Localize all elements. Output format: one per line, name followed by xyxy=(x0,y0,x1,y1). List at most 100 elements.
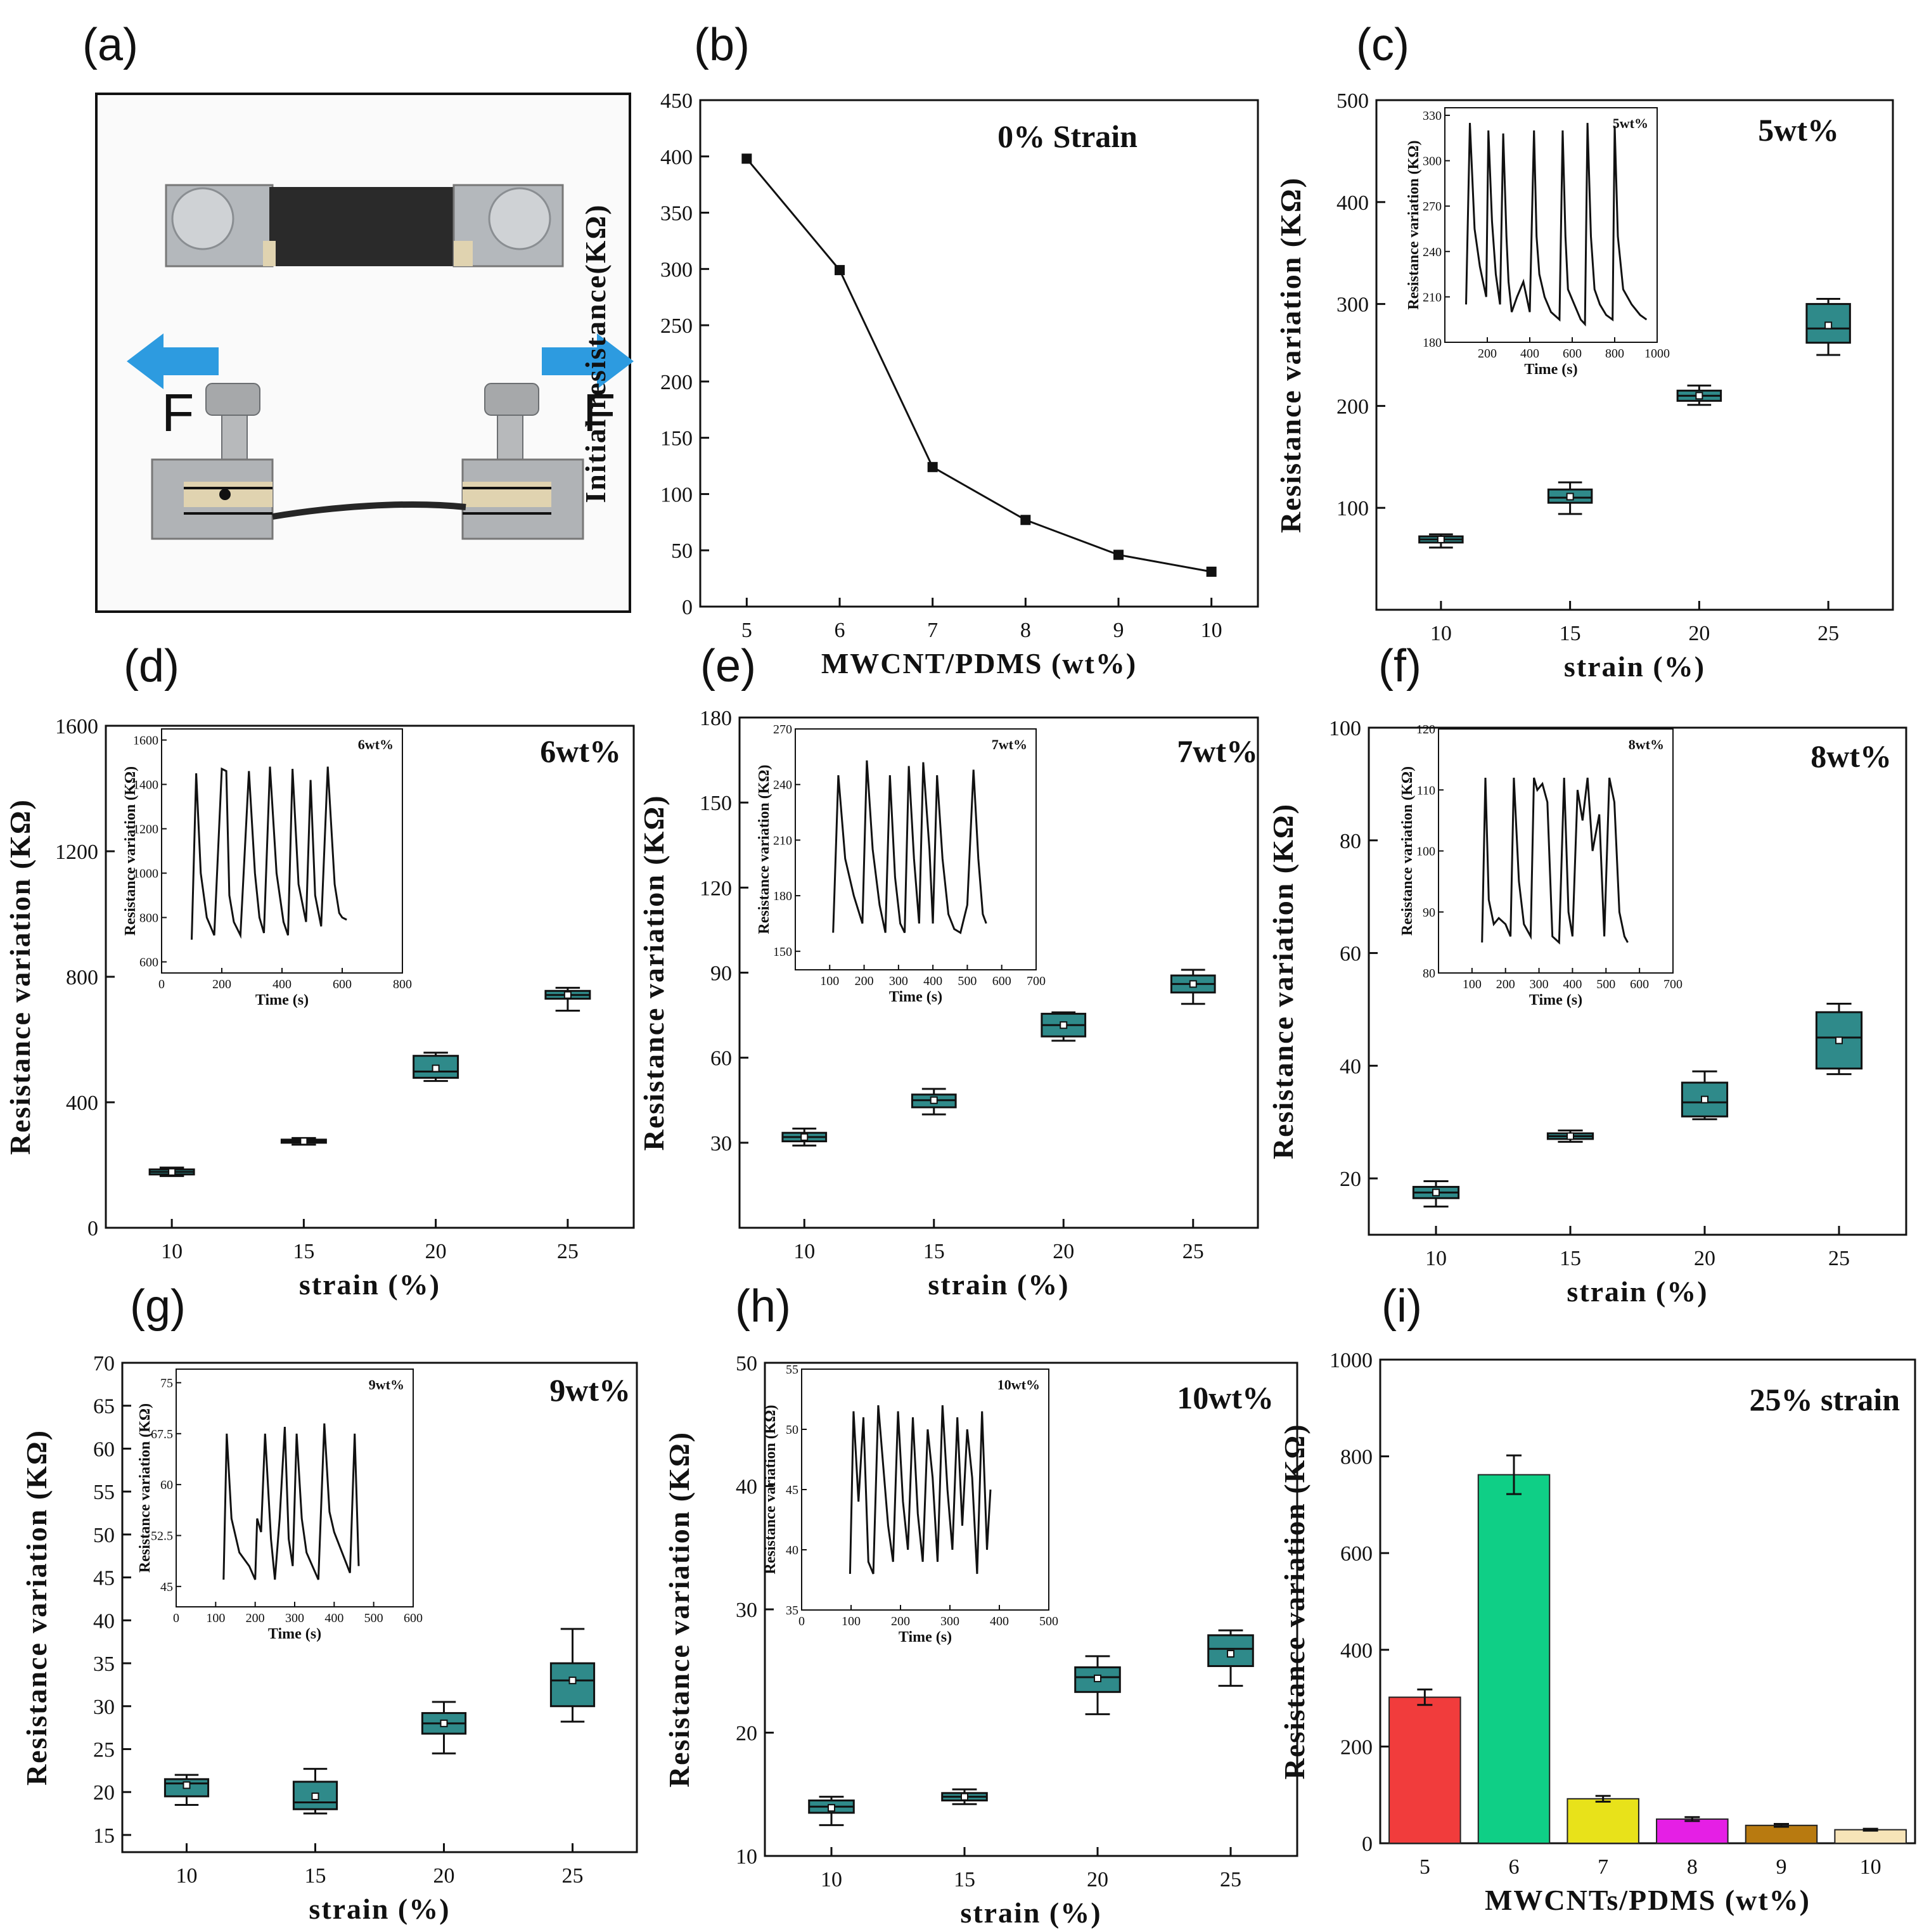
y-tick-label-d-1: 400 xyxy=(66,1092,98,1115)
inset-label-f: 8wt% xyxy=(1629,737,1664,752)
x-axis-label-c: strain (%) xyxy=(1564,650,1705,683)
x-tick-label-i-3: 8 xyxy=(1687,1855,1698,1879)
box-mean-g-2 xyxy=(440,1719,448,1727)
y-axis-label-e: Resistance variation (KΩ) xyxy=(638,794,670,1150)
inset-label-e: 7wt% xyxy=(992,737,1027,752)
x-tick-label-d-1: 15 xyxy=(293,1240,314,1263)
panel-label-h: (h) xyxy=(735,1281,791,1332)
chart-title-h: 10wt% xyxy=(1177,1380,1274,1415)
inset-x-label-c-3: 800 xyxy=(1605,347,1624,361)
inset-x-axis-label-c: Time (s) xyxy=(1524,361,1577,378)
y-tick-label-c-4: 500 xyxy=(1336,89,1369,113)
box-mean-d-3 xyxy=(563,991,572,999)
y-tick-label-e-3: 120 xyxy=(700,877,732,900)
inset-label-g: 9wt% xyxy=(369,1377,404,1393)
y-tick-label-e-1: 60 xyxy=(710,1047,732,1071)
x-tick-label-c-0: 10 xyxy=(1430,622,1452,645)
inset-x-label-e-3: 400 xyxy=(923,974,942,988)
chart-f: 20 40 60 80 100 10 15 20 25 strain (%) Resistance … xyxy=(1267,717,1907,1308)
plot-frame-d xyxy=(105,724,635,1229)
inset-x-label-c-0: 200 xyxy=(1478,347,1497,361)
inset-x-label-e-2: 300 xyxy=(889,974,908,988)
inset-series-line-e xyxy=(832,760,987,934)
x-tick-label-i-1: 6 xyxy=(1509,1855,1520,1879)
inset-y-label-f-1: 90 xyxy=(1423,906,1435,920)
data-point-b-5 xyxy=(1206,566,1217,577)
y-tick-label-i-1: 200 xyxy=(1340,1736,1373,1759)
x-tick-label-e-2: 20 xyxy=(1053,1240,1074,1263)
inset-x-label-h-3: 300 xyxy=(940,1614,959,1628)
inset-x-label-d-4: 800 xyxy=(393,977,412,991)
x-tick-label-c-3: 25 xyxy=(1817,622,1839,645)
box-mean-c-1 xyxy=(1566,493,1574,501)
box-mean-f-3 xyxy=(1835,1036,1843,1045)
y-tick-label-d-2: 800 xyxy=(66,966,98,989)
inset-y-axis-label-c: Resistance variation (KΩ) xyxy=(1406,140,1422,309)
inset-y-label-h-1: 40 xyxy=(786,1543,798,1557)
inset-x-label-d-2: 400 xyxy=(272,977,292,991)
panel-label-c: (c) xyxy=(1356,20,1409,70)
inset-x-label-e-1: 200 xyxy=(855,974,874,988)
inset-y-axis-label-f: Resistance variation (KΩ) xyxy=(1399,766,1416,936)
inset-x-label-e-5: 600 xyxy=(992,974,1011,988)
x-tick-label-f-1: 15 xyxy=(1560,1247,1581,1270)
box-body-g-3 xyxy=(549,1662,596,1708)
panel-label-b: (b) xyxy=(694,20,750,70)
x-tick-label-b-4: 9 xyxy=(1113,619,1124,642)
chart-title-d: 6wt% xyxy=(540,733,621,769)
y-tick-label-b-0: 0 xyxy=(682,596,693,619)
y-tick-label-g-3: 30 xyxy=(93,1696,115,1719)
y-tick-label-h-3: 40 xyxy=(736,1476,757,1499)
inset-y-label-e-4: 270 xyxy=(773,723,792,737)
x-tick-label-d-2: 20 xyxy=(425,1240,447,1263)
inset-y-label-c-4: 300 xyxy=(1423,155,1442,169)
y-tick-label-e-0: 30 xyxy=(710,1132,732,1156)
panel-label-d: (d) xyxy=(124,641,179,692)
inset-x-axis-label-h: Time (s) xyxy=(899,1629,952,1645)
y-tick-label-g-11: 70 xyxy=(93,1352,115,1375)
box-mean-d-0 xyxy=(168,1168,176,1176)
chart-title-g: 9wt% xyxy=(549,1372,631,1408)
box-mean-h-3 xyxy=(1227,1650,1234,1658)
inset-label-h: 10wt% xyxy=(997,1377,1040,1393)
box-body-h-2 xyxy=(1074,1666,1121,1693)
y-tick-label-h-1: 20 xyxy=(736,1722,757,1746)
arrow-left-icon xyxy=(127,333,219,389)
x-tick-label-h-1: 15 xyxy=(954,1868,975,1891)
inset-series-line-g xyxy=(222,1423,360,1580)
y-tick-label-b-3: 150 xyxy=(660,427,693,451)
panel-label-f: (f) xyxy=(1378,641,1421,692)
box-mean-g-1 xyxy=(311,1792,319,1800)
data-point-b-2 xyxy=(927,461,938,472)
y-axis-label-c: Resistance variation (KΩ) xyxy=(1274,177,1307,533)
inset-x-label-f-1: 200 xyxy=(1496,977,1515,991)
y-tick-label-g-8: 55 xyxy=(93,1481,115,1504)
inset-series-line-d xyxy=(191,766,347,940)
inset-y-label-c-0: 180 xyxy=(1423,336,1442,350)
box-mean-e-2 xyxy=(1060,1021,1068,1029)
x-tick-label-f-0: 10 xyxy=(1425,1247,1447,1270)
x-tick-label-d-0: 10 xyxy=(161,1240,183,1263)
inset-x-label-e-4: 500 xyxy=(958,974,977,988)
inset-x-label-g-1: 100 xyxy=(206,1611,225,1625)
x-axis-label-d: strain (%) xyxy=(299,1268,440,1301)
y-axis-label-f: Resistance variation (KΩ) xyxy=(1267,803,1299,1159)
inset-y-label-e-0: 150 xyxy=(773,945,792,959)
inset-x-label-g-0: 0 xyxy=(173,1611,179,1625)
inset-y-label-d-0: 600 xyxy=(139,956,158,970)
y-tick-label-f-2: 60 xyxy=(1340,943,1361,966)
inset-label-c: 5wt% xyxy=(1613,115,1648,131)
y-axis-label-g: Resistance variation (KΩ) xyxy=(20,1429,53,1786)
chart-title-b: 0% Strain xyxy=(997,119,1138,154)
y-tick-label-b-7: 350 xyxy=(660,202,693,226)
x-tick-label-c-1: 15 xyxy=(1560,622,1581,645)
box-mean-d-1 xyxy=(300,1137,308,1145)
inset-x-axis-label-e: Time (s) xyxy=(889,989,942,1005)
data-point-b-4 xyxy=(1113,550,1124,560)
inset-y-axis-label-g: Resistance variation (KΩ) xyxy=(137,1403,153,1573)
x-tick-label-i-5: 10 xyxy=(1860,1855,1881,1879)
x-axis-label-g: strain (%) xyxy=(309,1893,450,1925)
photo-panel: F F xyxy=(95,93,634,613)
y-tick-label-i-4: 800 xyxy=(1340,1446,1373,1469)
inset-x-label-c-1: 400 xyxy=(1520,347,1539,361)
